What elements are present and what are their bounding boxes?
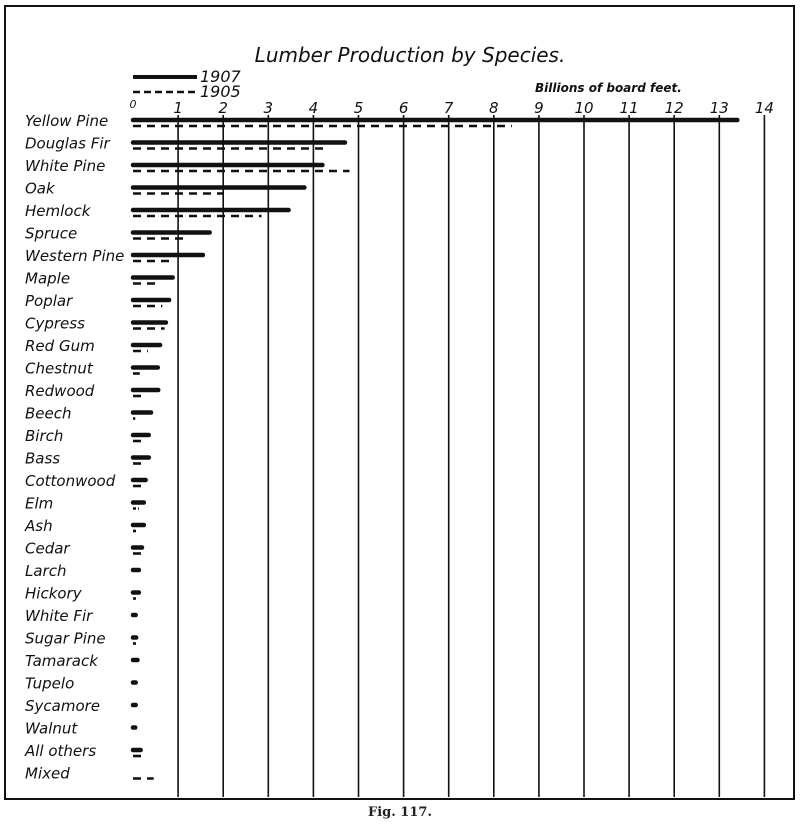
chart-frame xyxy=(4,5,795,800)
grid xyxy=(177,115,766,797)
category-label: Tamarack xyxy=(25,652,99,670)
category-label: Cottonwood xyxy=(25,472,116,490)
x-tick-label-13: 13 xyxy=(710,99,729,117)
category-label: All others xyxy=(24,742,96,760)
category-label: Yellow Pine xyxy=(25,112,108,130)
category-label: Western Pine xyxy=(25,247,124,265)
category-label: Tupelo xyxy=(25,675,74,693)
category-label: Beech xyxy=(25,405,72,423)
chart-title: Lumber Production by Species. xyxy=(255,43,566,67)
x-tick-label-11: 11 xyxy=(620,99,639,117)
category-label: Birch xyxy=(25,427,63,445)
x-tick-label-6: 6 xyxy=(399,99,409,117)
category-label: Walnut xyxy=(25,720,78,738)
figure-caption: Fig. 117. xyxy=(368,805,432,820)
bars xyxy=(130,117,740,780)
category-label: Mixed xyxy=(25,765,70,783)
category-label: White Pine xyxy=(25,157,105,175)
x-tick-label-14: 14 xyxy=(755,99,774,117)
category-label: Larch xyxy=(25,562,66,580)
x-tick-label-12: 12 xyxy=(665,99,684,117)
category-label: Maple xyxy=(25,270,70,288)
category-label: Redwood xyxy=(25,382,95,400)
legend-label-1905: 1905 xyxy=(200,82,241,101)
category-label: Douglas Fir xyxy=(25,135,110,153)
x-tick-label-3: 3 xyxy=(264,99,274,117)
category-label: Hemlock xyxy=(25,202,92,220)
x-tick-label-9: 9 xyxy=(534,99,544,117)
category-label: Spruce xyxy=(25,225,77,243)
category-label: Elm xyxy=(25,495,53,513)
x-tick-label-1: 1 xyxy=(173,99,183,117)
x-tick-label-0: 0 xyxy=(130,98,137,111)
category-label: Ash xyxy=(24,517,53,535)
category-label: Poplar xyxy=(25,292,73,310)
category-label: Hickory xyxy=(25,585,83,603)
x-tick-label-5: 5 xyxy=(354,99,364,117)
x-tick-label-7: 7 xyxy=(444,99,454,117)
category-label: White Fir xyxy=(25,607,93,625)
x-tick-label-8: 8 xyxy=(489,99,499,117)
category-label: Bass xyxy=(25,450,60,468)
legend-label-1907: 1907 xyxy=(200,67,242,86)
category-label: Cypress xyxy=(25,315,85,333)
category-label: Sugar Pine xyxy=(25,630,106,648)
x-tick-label-2: 2 xyxy=(218,99,228,117)
x-tick-label-10: 10 xyxy=(574,99,593,117)
category-label: Chestnut xyxy=(25,360,94,378)
x-tick-label-4: 4 xyxy=(309,99,319,117)
category-labels: Yellow Pine Douglas Fir White Pine Oak Hemlo… xyxy=(24,112,124,783)
unit-label: Billions of board feet. xyxy=(535,81,682,95)
legend: 1907 1905 xyxy=(133,67,242,101)
category-label: Cedar xyxy=(25,540,70,558)
category-label: Red Gum xyxy=(25,337,95,355)
x-tick-labels: 0 1 2 3 4 5 6 7 8 9 10 11 12 13 14 xyxy=(130,98,774,117)
category-label: Oak xyxy=(25,180,56,198)
category-label: Sycamore xyxy=(25,697,100,715)
